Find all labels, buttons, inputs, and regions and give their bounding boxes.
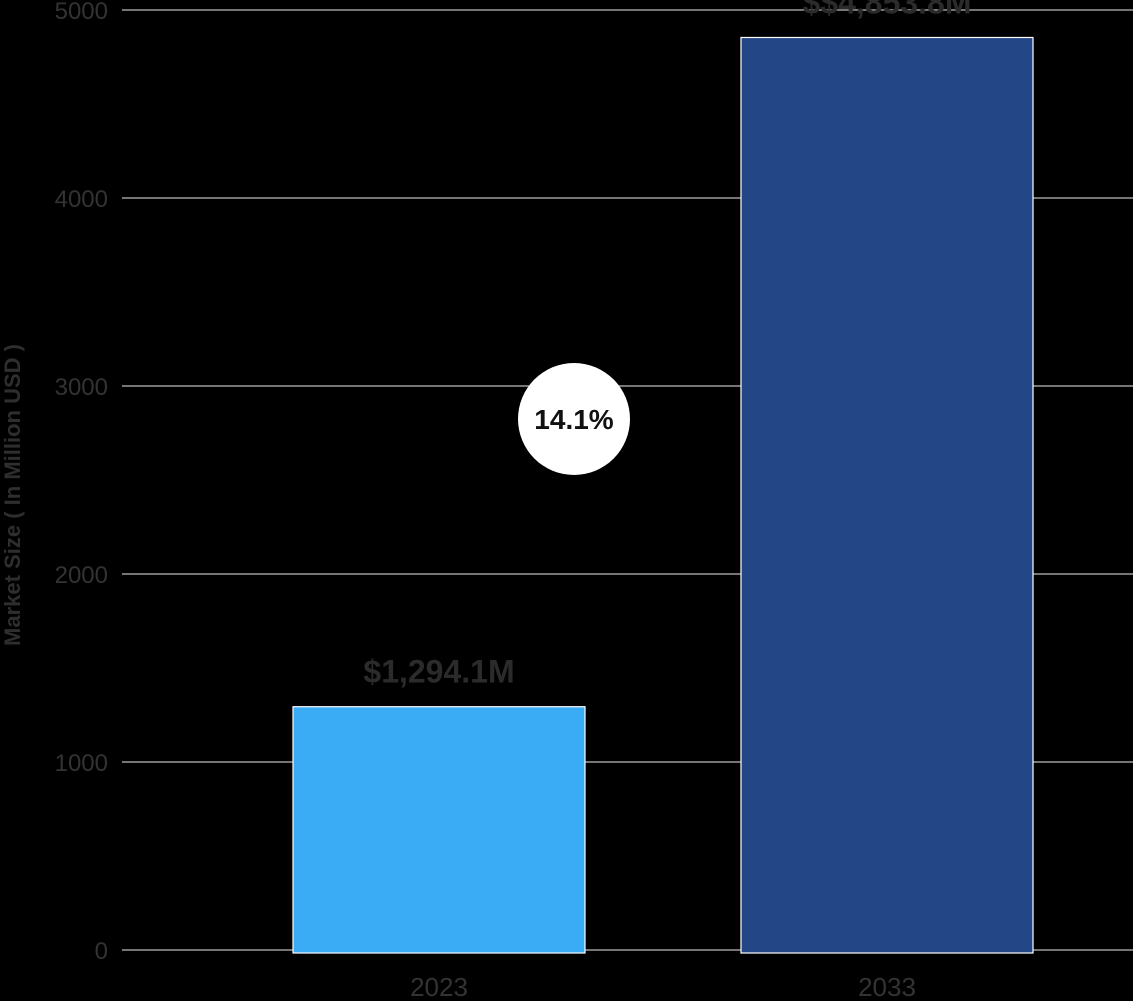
x-tick-label: 2023 (410, 972, 468, 1001)
bar (740, 36, 1034, 954)
y-axis-title: Market Size ( In Million USD ) (0, 344, 25, 646)
y-tick-label: 1000 (55, 750, 108, 777)
value-label: $$4,853.8M (802, 0, 971, 20)
value-labels: $1,294.1M $$4,853.8M (363, 0, 971, 690)
y-tick-label: 3000 (55, 374, 108, 401)
cagr-badge-circle (518, 363, 630, 475)
bar (292, 706, 586, 954)
y-tick-label: 0 (95, 938, 108, 965)
y-tick-label: 4000 (55, 186, 108, 213)
y-tick-label: 2000 (55, 562, 108, 589)
y-axis-ticks: 0 1000 2000 3000 4000 5000 (55, 0, 108, 965)
x-axis-ticks: 2023 2033 (410, 972, 916, 1001)
y-tick-label: 5000 (55, 0, 108, 25)
value-label: $1,294.1M (363, 654, 514, 690)
cagr-label: 14.1% (534, 404, 613, 435)
x-tick-label: 2033 (858, 972, 916, 1001)
cagr-badge: 14.1% (518, 363, 630, 475)
bars (292, 36, 1034, 954)
